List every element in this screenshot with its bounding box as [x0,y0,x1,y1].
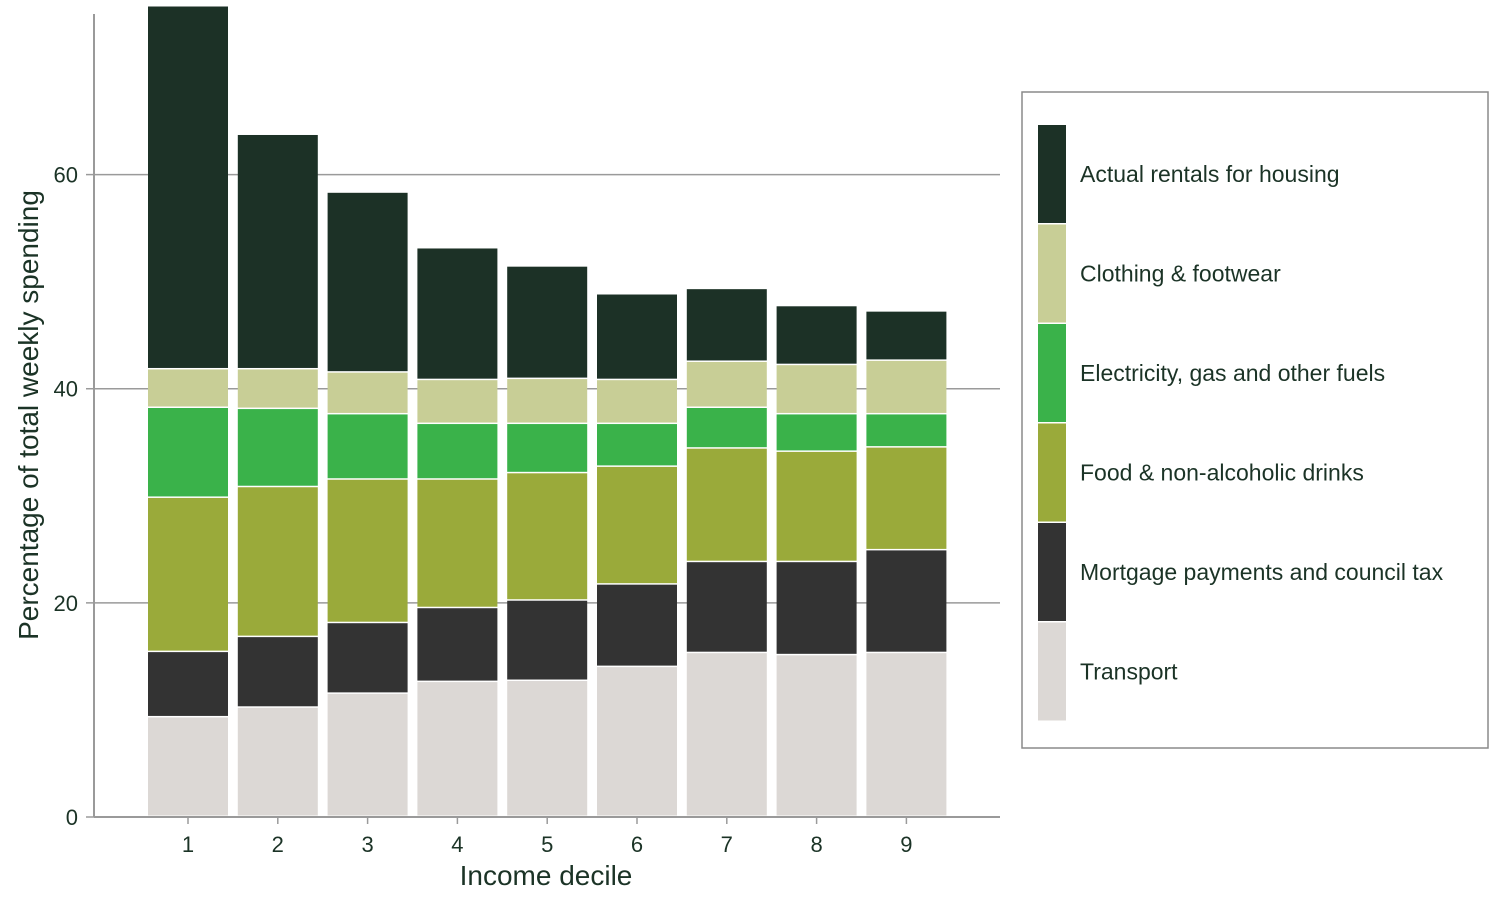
bar-segment [148,369,228,407]
bar-segment [597,466,677,584]
x-tick-label: 1 [182,832,194,857]
bar-segment [686,361,767,407]
bar-segment [776,414,857,451]
bar-segment [148,497,228,651]
x-tick-label: 7 [721,832,733,857]
bar-segment [686,448,767,561]
bar-segment [597,380,677,423]
bar-segment [148,6,228,368]
legend: Actual rentals for housing Clothing & foo… [1021,91,1489,749]
y-axis-title: Percentage of total weekly spending [13,190,44,640]
bar-segment [776,655,857,816]
bar-segment [597,584,677,666]
bar-segment [866,360,947,413]
bar-segment [417,248,498,379]
bar-segment [417,380,498,423]
x-tick-label: 5 [541,832,553,857]
legend-label: Clothing & footwear [1080,260,1281,286]
bar-segment [237,637,318,707]
bar-segment [686,653,767,816]
bar-segment [417,479,498,607]
y-tick-label: 20 [54,591,78,616]
bar-segment [237,707,318,816]
legend-swatch [1038,324,1066,422]
bar-segment [148,408,228,497]
bar-segment [507,424,588,472]
bar-segment [327,623,408,693]
x-tick-label: 2 [272,832,284,857]
bar-segment [866,311,947,360]
bar-segment [327,414,408,479]
bar-segment [686,408,767,448]
bar-segment [866,550,947,652]
x-tick-label: 3 [361,832,373,857]
bar-segment [327,693,408,816]
bar-segment [776,306,857,364]
bar-segment [866,653,947,816]
legend-label: Actual rentals for housing [1080,161,1340,187]
bar-segment [507,681,588,816]
x-axis-ticks: 1 2 3 4 5 6 7 8 9 [182,817,913,857]
y-axis-ticks: 0 20 40 60 [54,163,94,830]
y-tick-label: 60 [54,163,78,188]
bar-segment [507,600,588,680]
y-tick-label: 40 [54,377,78,402]
bars [148,6,947,816]
bar-segment [776,365,857,413]
legend-swatch [1038,423,1066,522]
legend-label: Electricity, gas and other fuels [1080,360,1385,386]
bar-segment [148,717,228,816]
bar-segment [417,682,498,816]
bar-segment [507,266,588,378]
bar-segment [866,414,947,447]
bar-segment [597,294,677,379]
x-tick-label: 4 [451,832,463,857]
legend-swatch [1038,622,1066,721]
x-tick-label: 6 [631,832,643,857]
bar-segment [327,479,408,622]
legend-label: Mortgage payments and council tax [1080,559,1444,585]
bar-segment [507,379,588,423]
legend-label: Food & non-alcoholic drinks [1080,459,1364,485]
bar-segment [327,192,408,372]
y-tick-label: 0 [66,805,78,830]
bar-segment [417,424,498,479]
bar-segment [148,652,228,716]
legend-label: Transport [1080,658,1178,684]
bar-segment [237,369,318,408]
bar-segment [507,473,588,600]
legend-swatch [1038,523,1066,621]
bar-segment [686,289,767,361]
bar-segment [776,451,857,561]
bar-segment [327,372,408,413]
bar-segment [237,487,318,636]
bar-segment [597,667,677,816]
x-tick-label: 8 [810,832,822,857]
bar-segment [237,409,318,486]
legend-swatch [1038,125,1066,223]
legend-box [1021,91,1489,749]
x-axis-title: Income decile [460,860,633,891]
bar-segment [776,562,857,654]
legend-swatch [1038,224,1066,323]
bar-segment [866,447,947,549]
x-tick-label: 9 [900,832,912,857]
bar-segment [237,134,318,368]
bar-segment [597,424,677,466]
bar-segment [417,608,498,681]
bar-segment [686,562,767,652]
